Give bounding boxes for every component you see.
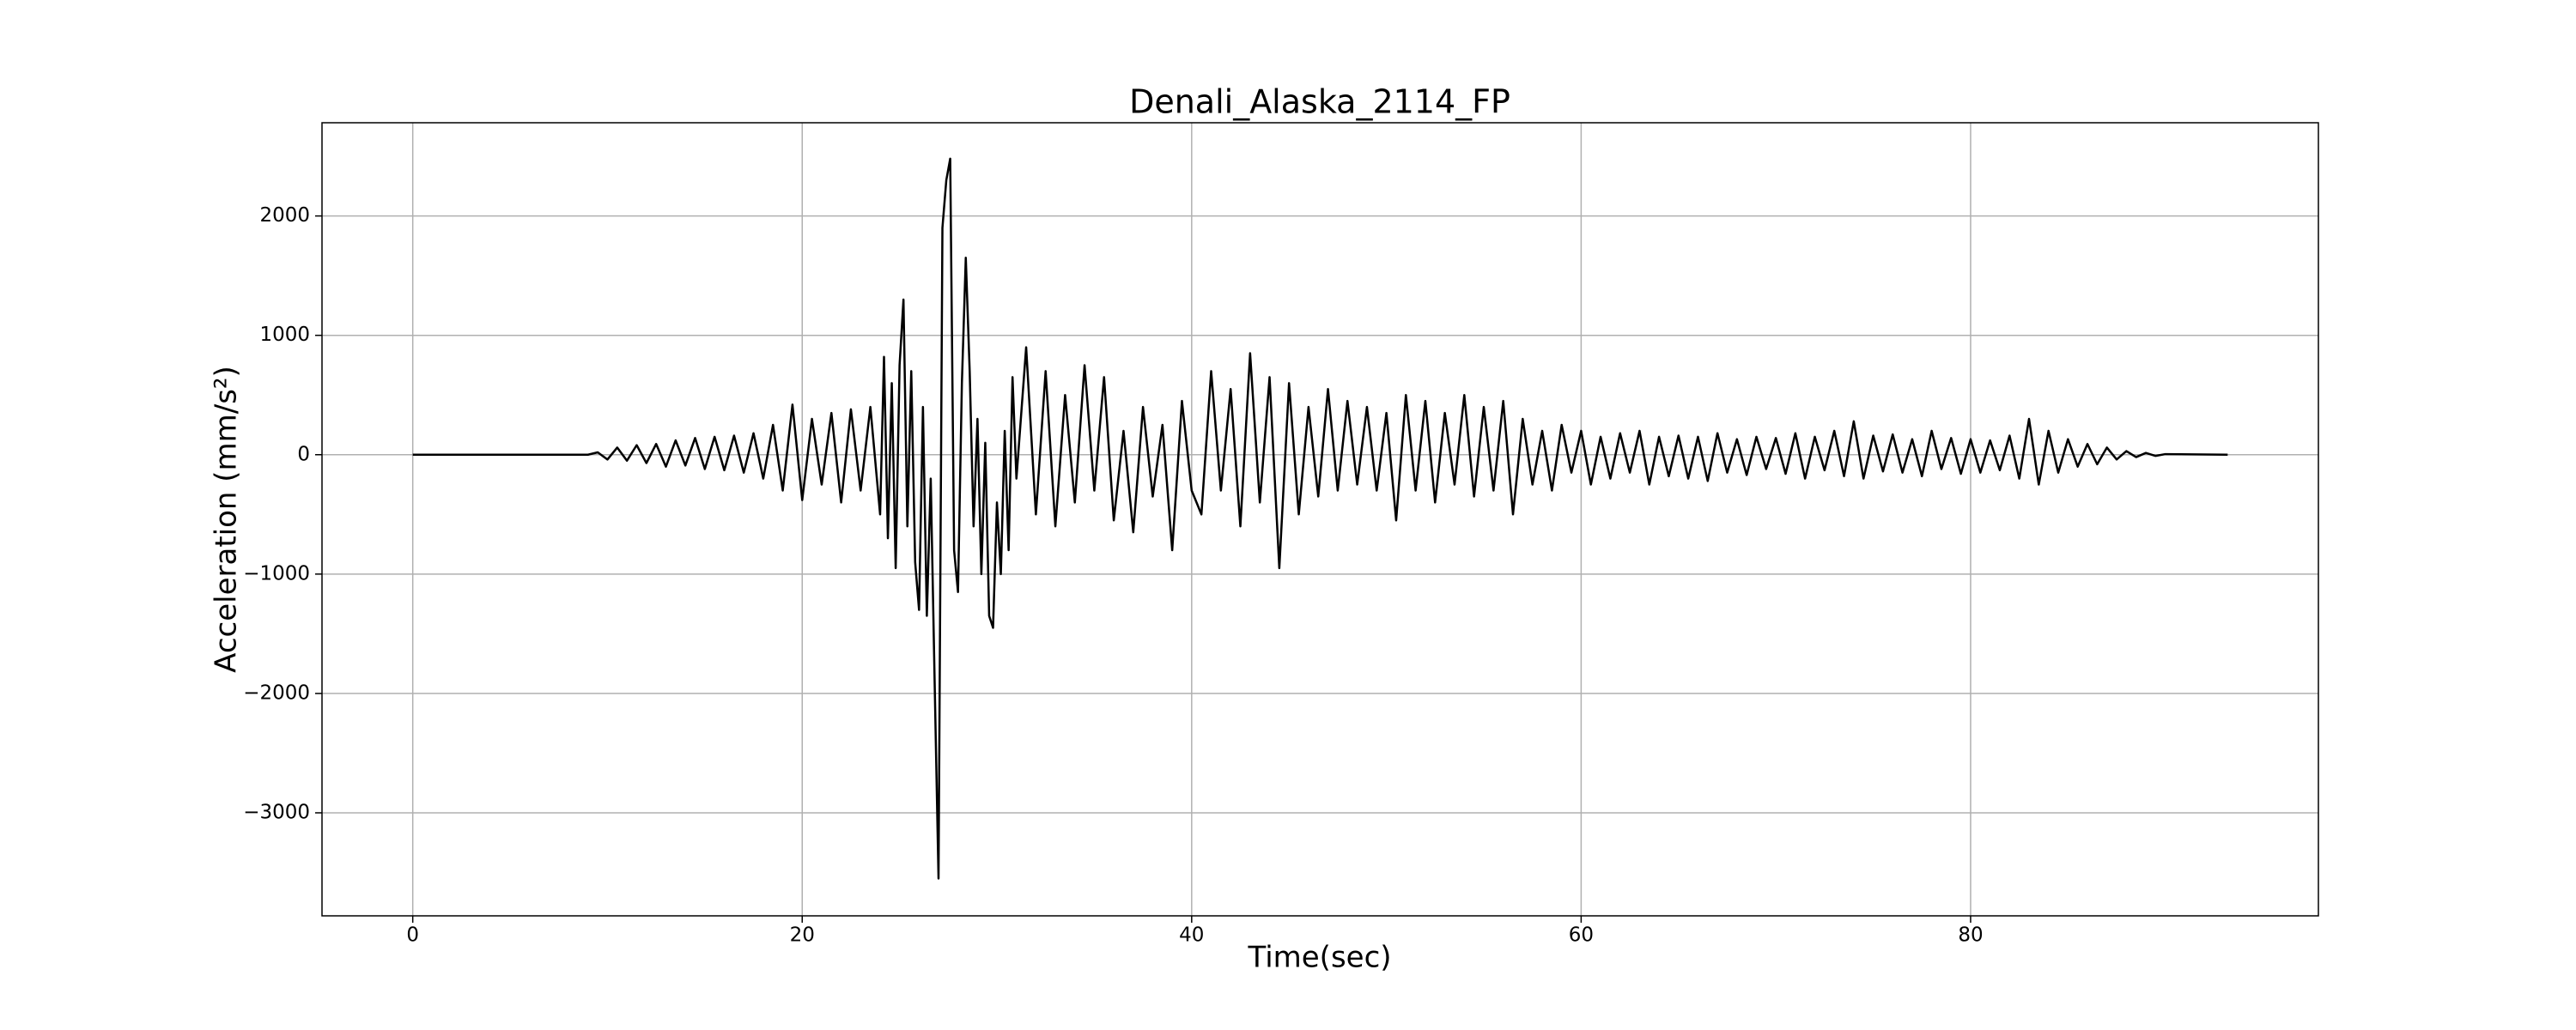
x-tick-label: 20 [790,924,815,947]
y-tick-label: 1000 [259,324,310,346]
y-tick-label: 0 [297,443,310,465]
data-line [412,157,2228,880]
y-axis-label: Acceleration (mm/s²) [210,366,244,673]
x-tick-label: 80 [1958,924,1983,947]
y-tick-label: −2000 [243,682,310,704]
x-tick-label: 60 [1569,924,1594,947]
x-tick-label: 0 [406,924,419,947]
y-tick-label: 2000 [259,204,310,227]
plot-frame [321,122,2319,917]
x-tick-label: 40 [1179,924,1204,947]
y-tick-label: −1000 [243,562,310,585]
y-tick-label: −3000 [243,801,310,823]
x-axis-label: Time(sec) [1247,941,1391,975]
chart-title: Denali_Alaska_2114_FP [1129,83,1510,121]
